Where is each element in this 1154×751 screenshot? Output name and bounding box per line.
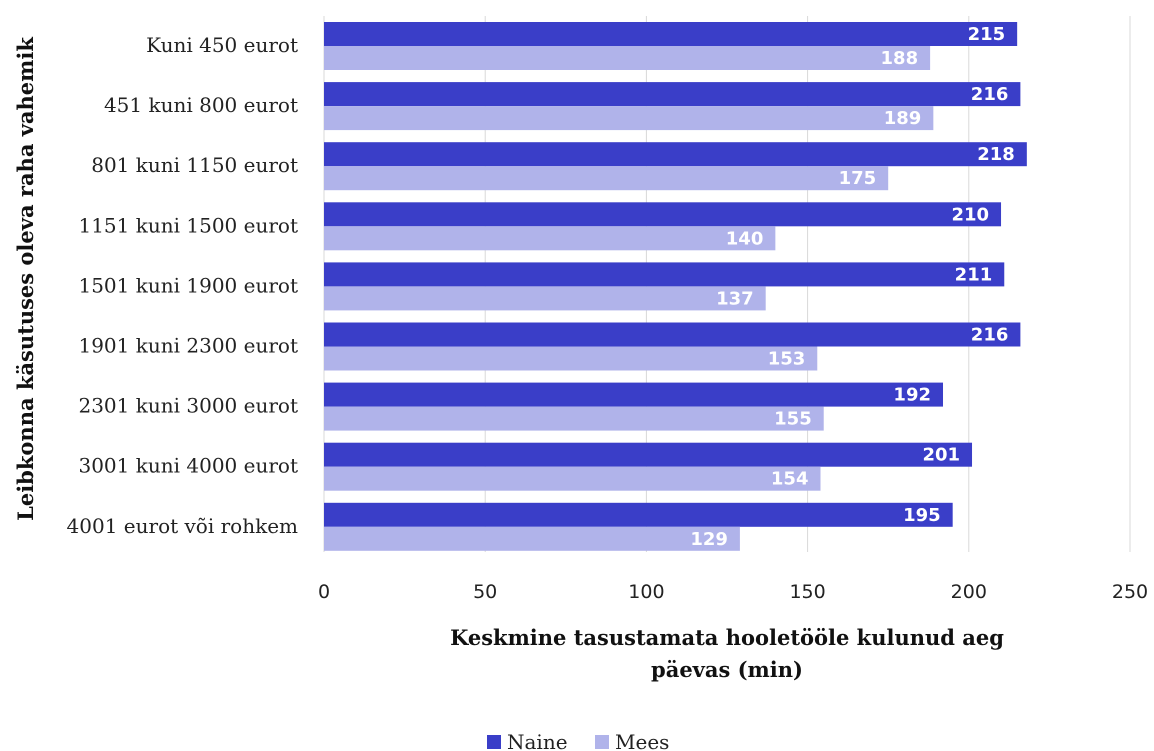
- x-axis-title-line-2: päevas (min): [651, 657, 803, 682]
- bar-value-label: 155: [774, 409, 812, 430]
- category-label: Kuni 450 eurot: [146, 33, 298, 57]
- bar-mees: [324, 106, 934, 131]
- bar-naine: [324, 262, 1005, 287]
- bar-naine: [324, 502, 953, 527]
- x-tick-250: 250: [1112, 581, 1148, 603]
- category-labels: Kuni 450 eurot 451 kuni 800 eurot 801 kuni…: [67, 33, 299, 538]
- bar-mees: [324, 406, 824, 431]
- bar-naine: [324, 322, 1021, 347]
- bar-value-label: 216: [971, 84, 1009, 105]
- y-axis-title: Leibkonna käsutuses oleva raha vahemik: [13, 37, 38, 521]
- bar-value-label: 211: [955, 264, 993, 285]
- x-tick-200: 200: [951, 581, 987, 603]
- bar-naine: [324, 22, 1018, 46]
- category-label: 2301 kuni 3000 eurot: [78, 394, 298, 418]
- bar-value-label: 188: [881, 48, 919, 69]
- bar-value-label: 201: [922, 445, 960, 466]
- category-label: 1501 kuni 1900 eurot: [78, 273, 298, 297]
- bar-mees: [324, 166, 889, 191]
- bar-mees: [324, 226, 776, 251]
- legend-swatch-naine: [487, 735, 501, 749]
- bar-naine: [324, 202, 1002, 227]
- bar-value-label: 140: [726, 228, 764, 249]
- x-tick-150: 150: [789, 581, 825, 603]
- bar-value-label: 189: [884, 108, 922, 129]
- legend-swatch-mees: [595, 735, 609, 749]
- bar-value-label: 218: [977, 144, 1015, 165]
- bar-mees: [324, 526, 740, 551]
- bar-value-label: 195: [903, 505, 941, 526]
- bar-naine: [324, 442, 973, 467]
- x-tick-50: 50: [473, 581, 497, 603]
- bar-value-label: 175: [839, 168, 877, 189]
- legend-label-mees: Mees: [615, 730, 669, 751]
- bar-value-label: 129: [690, 529, 728, 550]
- category-label: 801 kuni 1150 eurot: [91, 153, 298, 177]
- bar-mees: [324, 466, 821, 491]
- category-label: 4001 eurot või rohkem: [67, 514, 299, 538]
- bar-value-label: 154: [771, 469, 809, 490]
- bar-value-label: 215: [968, 24, 1006, 45]
- bar-mees: [324, 286, 766, 311]
- category-label: 1151 kuni 1500 eurot: [78, 213, 298, 237]
- bar-naine: [324, 382, 944, 407]
- bar-value-label: 137: [716, 288, 754, 309]
- bar-value-label: 216: [971, 325, 1009, 346]
- bar-mees: [324, 346, 818, 371]
- bar-mees: [324, 46, 931, 70]
- x-tick-0: 0: [318, 581, 330, 603]
- x-tick-100: 100: [628, 581, 664, 603]
- bar-naine: [324, 142, 1027, 167]
- category-label: 3001 kuni 4000 eurot: [78, 454, 298, 478]
- x-axis-title-line-1: Keskmine tasustamata hooletööle kulunud …: [450, 625, 1004, 650]
- legend-label-naine: Naine: [507, 730, 568, 751]
- category-label: 1901 kuni 2300 eurot: [78, 334, 298, 358]
- bar-value-label: 153: [768, 349, 806, 370]
- bar-naine: [324, 82, 1021, 107]
- bars: 215 188 216 189 218 175 210 140 211 137 216 153 192 1…: [324, 22, 1027, 551]
- bar-value-label: 210: [951, 204, 989, 225]
- category-label: 451 kuni 800 eurot: [104, 93, 298, 117]
- bar-value-label: 192: [893, 385, 931, 406]
- x-tick-labels: 0 50 100 150 200 250: [318, 581, 1148, 603]
- legend: Naine Mees: [487, 730, 669, 751]
